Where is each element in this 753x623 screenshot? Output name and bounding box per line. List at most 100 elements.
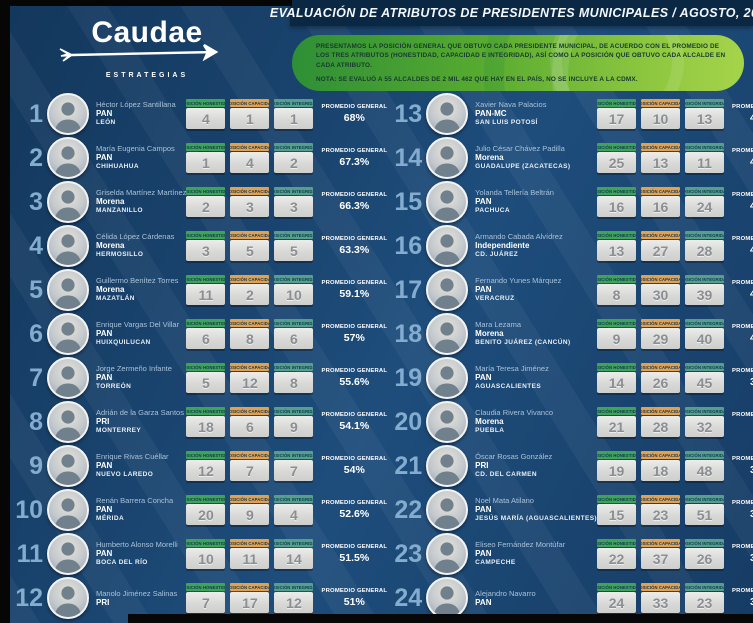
- honestidad-tag: POSICIÓN HONESTIDAD: [186, 99, 226, 107]
- score-integridad: POSICIÓN INTEGRIDAD 2: [274, 143, 314, 173]
- party-label: PAN-MC: [475, 109, 507, 119]
- party-label: PAN: [96, 153, 113, 163]
- score-integridad: POSICIÓN INTEGRIDAD 28: [685, 231, 724, 261]
- mayor-photo: [47, 181, 89, 223]
- score-capacidad: POSICIÓN CAPACIDAD 4: [230, 143, 270, 173]
- honestidad-tag: POSICIÓN HONESTIDAD: [186, 275, 226, 283]
- score-integridad: POSICIÓN INTEGRIDAD 1: [274, 99, 314, 129]
- score-integridad: POSICIÓN INTEGRIDAD 40: [685, 319, 724, 349]
- ranking-entry: 7 Jorge Zermeño Infante PAN TORREÓN POSI…: [12, 356, 389, 400]
- integridad-tag: POSICIÓN INTEGRIDAD: [685, 495, 724, 503]
- promedio-block: PROMEDIO GENERAL 59.1%: [321, 280, 387, 300]
- score-integridad: POSICIÓN INTEGRIDAD 6: [274, 319, 314, 349]
- score-honestidad: POSICIÓN HONESTIDAD 21: [597, 407, 636, 437]
- score-capacidad: POSICIÓN CAPACIDAD 37: [641, 539, 680, 569]
- capacidad-tag: POSICIÓN CAPACIDAD: [230, 495, 270, 503]
- ranking-entry: 4 Célida López Cárdenas Morena HERMOSILL…: [12, 224, 389, 268]
- score-group: POSICIÓN HONESTIDAD 13 POSICIÓN CAPACIDA…: [597, 231, 726, 261]
- integridad-tag: POSICIÓN INTEGRIDAD: [685, 319, 724, 327]
- promedio-label: PROMEDIO GENERAL: [732, 456, 753, 462]
- promedio-value: 49.4%: [749, 112, 753, 124]
- city-label: SAN LUIS POTOSÍ: [475, 119, 538, 127]
- mayor-photo: [426, 577, 469, 619]
- capacidad-value: 5: [230, 240, 270, 261]
- score-capacidad: POSICIÓN CAPACIDAD 16: [641, 187, 680, 217]
- rank-number: 4: [29, 231, 43, 260]
- promedio-value: 54%: [343, 464, 365, 476]
- mayor-name: Griselda Martínez Martínez: [96, 188, 187, 198]
- mayor-name: Óscar Rosas González: [475, 452, 553, 462]
- mayor-name: María Eugenia Campos: [96, 144, 175, 154]
- ranking-entry: 2 María Eugenia Campos PAN CHIHUAHUA POS…: [12, 136, 389, 180]
- promedio-value: 55.6%: [339, 376, 370, 388]
- mayor-photo: [47, 445, 89, 487]
- mayor-info: Jorge Zermeño Infante PAN TORREÓN: [96, 364, 186, 391]
- capacidad-tag: POSICIÓN CAPACIDAD: [641, 363, 680, 371]
- score-integridad: POSICIÓN INTEGRIDAD 7: [274, 451, 314, 481]
- promedio-label: PROMEDIO GENERAL: [321, 412, 388, 418]
- mayor-info: Eliseo Fernández Montúfar PAN CAMPECHE: [475, 540, 597, 567]
- score-group: POSICIÓN HONESTIDAD 10 POSICIÓN CAPACIDA…: [186, 539, 315, 569]
- mayor-photo: [426, 357, 469, 399]
- integridad-tag: POSICIÓN INTEGRIDAD: [685, 539, 724, 547]
- city-label: AGUASCALIENTES: [475, 383, 542, 391]
- score-honestidad: POSICIÓN HONESTIDAD 14: [597, 363, 636, 393]
- integridad-tag: POSICIÓN INTEGRIDAD: [685, 451, 724, 459]
- honestidad-tag: POSICIÓN HONESTIDAD: [597, 143, 636, 151]
- score-capacidad: POSICIÓN CAPACIDAD 8: [230, 319, 270, 349]
- mayor-name: Célida López Cárdenas: [96, 232, 175, 242]
- score-honestidad: POSICIÓN HONESTIDAD 11: [186, 275, 226, 305]
- score-group: POSICIÓN HONESTIDAD 11 POSICIÓN CAPACIDA…: [186, 275, 315, 305]
- score-capacidad: POSICIÓN CAPACIDAD 10: [641, 99, 680, 129]
- promedio-label: PROMEDIO GENERAL: [321, 324, 388, 330]
- mayor-photo: [47, 533, 89, 575]
- party-label: Morena: [96, 241, 125, 251]
- honestidad-tag: POSICIÓN HONESTIDAD: [186, 187, 226, 195]
- honestidad-value: 13: [597, 240, 636, 261]
- mayor-photo: [426, 181, 469, 223]
- party-label: PAN: [475, 285, 492, 295]
- score-honestidad: POSICIÓN HONESTIDAD 12: [186, 451, 226, 481]
- promedio-label: PROMEDIO GENERAL: [732, 104, 753, 110]
- city-label: HERMOSILLO: [96, 251, 144, 259]
- mayor-info: Claudia Rivera Vivanco Morena PUEBLA: [475, 408, 597, 435]
- honestidad-value: 4: [186, 108, 226, 129]
- integridad-value: 1: [274, 108, 314, 129]
- integridad-value: 10: [274, 284, 314, 305]
- rank-number: 10: [15, 495, 43, 524]
- city-label: PUEBLA: [475, 427, 505, 435]
- logo-wordmark: Caudae: [91, 16, 203, 49]
- mayor-info: María Teresa Jiménez PAN AGUASCALIENTES: [475, 364, 597, 391]
- honestidad-value: 17: [597, 108, 636, 129]
- capacidad-value: 10: [641, 108, 680, 129]
- ranking-entry: 9 Enrique Rivas Cuéllar PAN NUEVO LAREDO…: [12, 444, 389, 488]
- score-capacidad: POSICIÓN CAPACIDAD 28: [641, 407, 680, 437]
- score-honestidad: POSICIÓN HONESTIDAD 1: [186, 143, 226, 173]
- rank-number: 15: [394, 187, 423, 216]
- ranking-entry: 14 Julio César Chávez Padilla Morena GUA…: [391, 136, 753, 180]
- promedio-block: PROMEDIO GENERAL 36.1%: [732, 544, 753, 564]
- score-group: POSICIÓN HONESTIDAD 12 POSICIÓN CAPACIDA…: [186, 451, 315, 481]
- rank-number: 22: [394, 495, 423, 524]
- rank-number: 11: [16, 539, 43, 568]
- mayor-info: Guillermo Benítez Torres Morena MAZATLÁN: [96, 276, 186, 303]
- city-label: BOCA DEL RÍO: [96, 559, 148, 567]
- honestidad-value: 5: [186, 372, 226, 393]
- rank-number: 19: [394, 363, 423, 392]
- mayor-info: Óscar Rosas González PRI CD. DEL CARMEN: [475, 452, 597, 479]
- party-label: PAN: [475, 197, 492, 207]
- promedio-label: PROMEDIO GENERAL: [321, 104, 388, 110]
- integridad-tag: POSICIÓN INTEGRIDAD: [274, 231, 314, 239]
- person-silhouette-icon: [433, 410, 461, 441]
- capacidad-value: 33: [641, 592, 680, 613]
- page-title: EVALUACIÓN DE ATRIBUTOS DE PRESIDENTES M…: [269, 6, 753, 20]
- promedio-value: 40.6%: [749, 288, 753, 300]
- rank-number: 24: [394, 583, 423, 612]
- score-capacidad: POSICIÓN CAPACIDAD 18: [641, 451, 680, 481]
- score-group: POSICIÓN HONESTIDAD 7 POSICIÓN CAPACIDAD…: [186, 583, 315, 613]
- integridad-tag: POSICIÓN INTEGRIDAD: [685, 583, 724, 591]
- mayor-photo: [47, 401, 89, 443]
- score-integridad: POSICIÓN INTEGRIDAD 5: [274, 231, 314, 261]
- promedio-value: 59.1%: [339, 288, 370, 300]
- mayor-info: Yolanda Tellería Beltrán PAN PACHUCA: [475, 188, 597, 215]
